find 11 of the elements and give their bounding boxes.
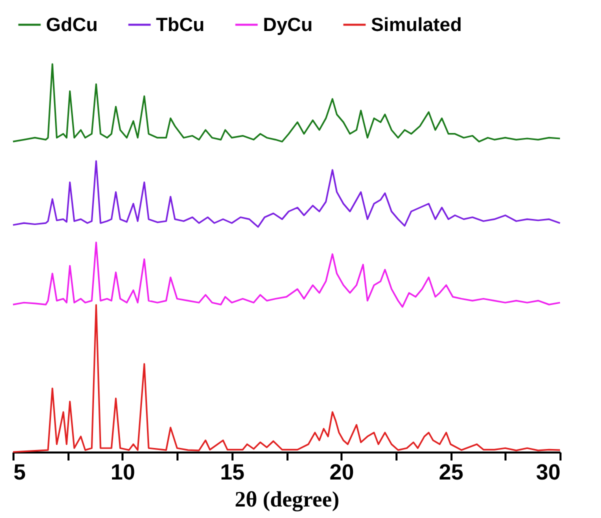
- x-tick-label: 10: [110, 460, 136, 484]
- x-axis-title: 2θ (degree): [234, 486, 340, 512]
- x-tick-label: 5: [14, 460, 26, 484]
- x-tick-label: 20: [329, 460, 354, 484]
- x-tick-label: 15: [220, 460, 245, 484]
- legend-label: Simulated: [371, 14, 462, 36]
- x-tick-label: 25: [438, 460, 464, 484]
- legend-label: GdCu: [46, 14, 98, 36]
- x-tick-label: 30: [536, 460, 560, 484]
- legend-label: TbCu: [156, 14, 205, 36]
- legend-label: DyCu: [263, 14, 313, 36]
